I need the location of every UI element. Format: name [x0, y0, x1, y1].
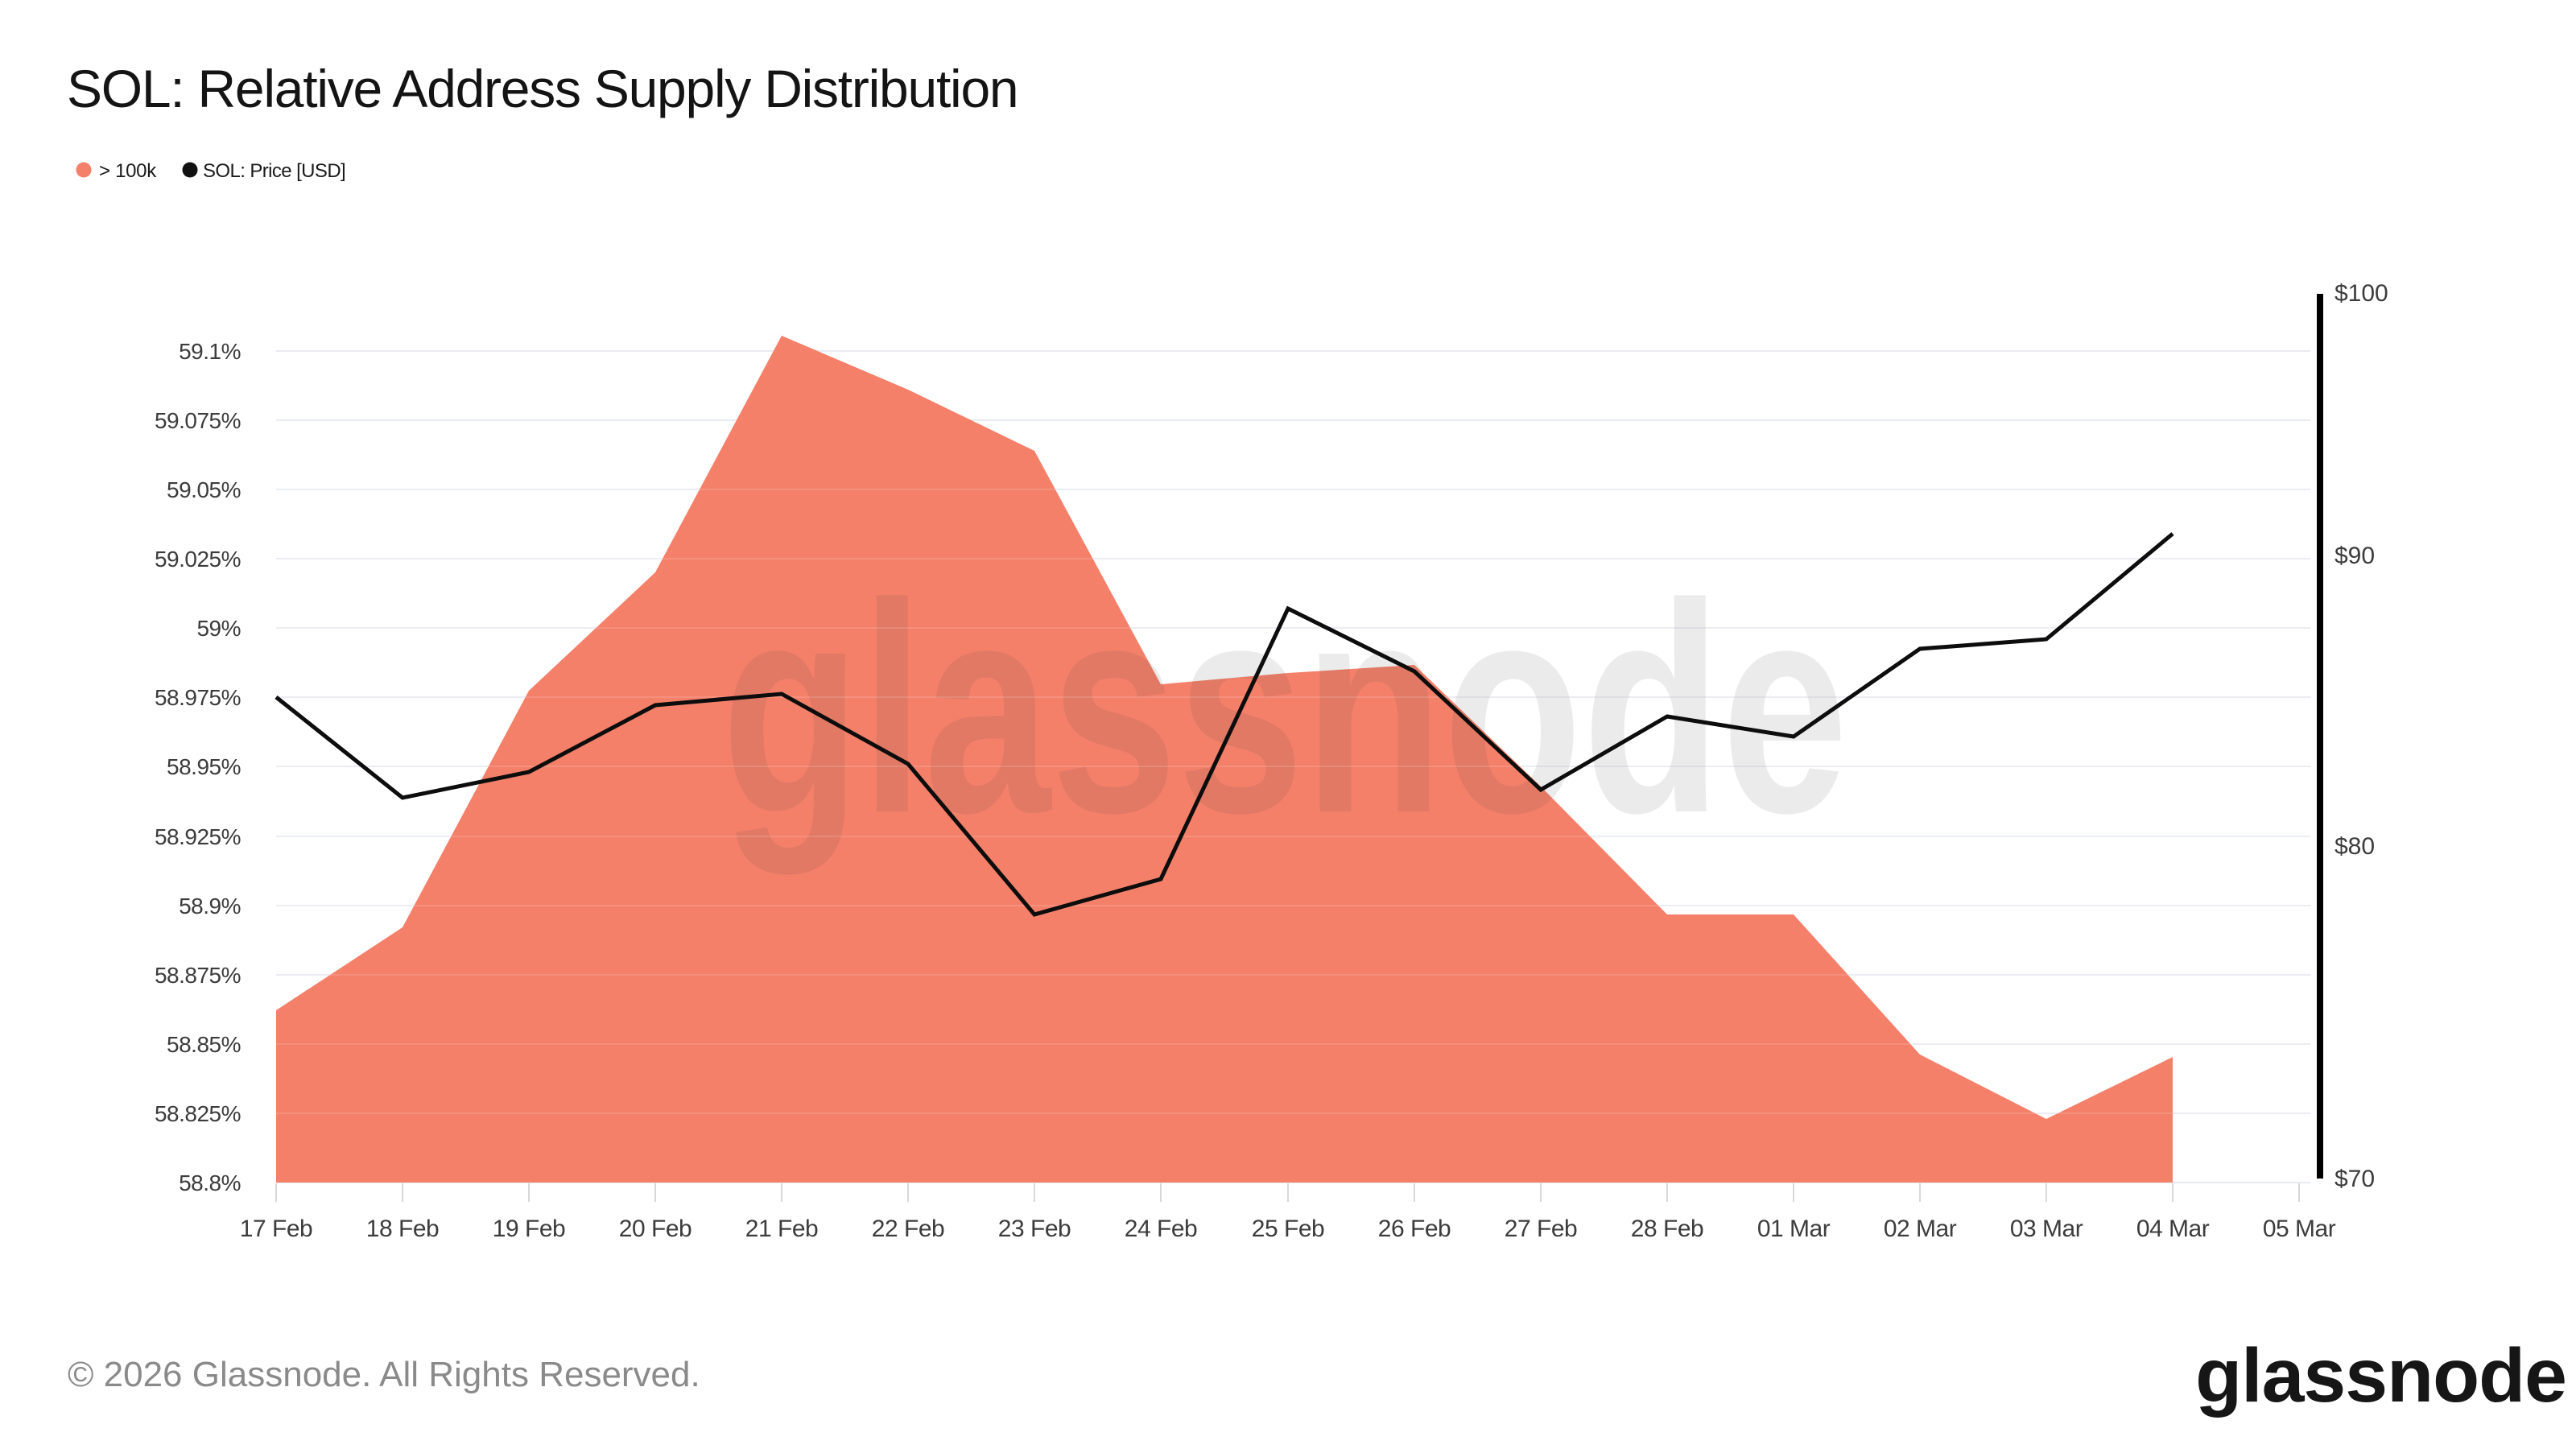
svg-text:© 2026 Glassnode. All Rights R: © 2026 Glassnode. All Rights Reserved.: [68, 1355, 700, 1394]
svg-text:59%: 59%: [196, 616, 241, 641]
svg-text:17 Feb: 17 Feb: [240, 1216, 312, 1242]
svg-text:20 Feb: 20 Feb: [619, 1216, 691, 1242]
svg-text:SOL: Price [USD]: SOL: Price [USD]: [203, 160, 345, 182]
svg-text:$70: $70: [2334, 1166, 2375, 1192]
svg-text:SOL: Relative Address Supply D: SOL: Relative Address Supply Distributio…: [67, 59, 1018, 118]
svg-text:58.975%: 58.975%: [155, 685, 241, 710]
svg-text:$100: $100: [2334, 280, 2388, 307]
svg-text:01 Mar: 01 Mar: [1757, 1216, 1831, 1242]
svg-text:58.925%: 58.925%: [155, 824, 241, 849]
svg-text:04 Mar: 04 Mar: [2136, 1216, 2210, 1242]
svg-text:$80: $80: [2334, 833, 2375, 860]
svg-text:glassnode: glassnode: [2195, 1333, 2566, 1418]
svg-text:58.85%: 58.85%: [167, 1032, 241, 1057]
svg-text:18 Feb: 18 Feb: [366, 1216, 439, 1242]
svg-text:58.875%: 58.875%: [155, 963, 241, 988]
svg-text:03 Mar: 03 Mar: [2010, 1216, 2083, 1242]
svg-text:58.95%: 58.95%: [167, 754, 241, 779]
svg-text:02 Mar: 02 Mar: [1884, 1216, 1957, 1242]
svg-text:05 Mar: 05 Mar: [2263, 1216, 2336, 1242]
svg-text:58.8%: 58.8%: [179, 1170, 241, 1195]
svg-text:$90: $90: [2334, 543, 2375, 569]
svg-text:> 100k: > 100k: [99, 160, 157, 182]
svg-text:59.075%: 59.075%: [155, 408, 241, 433]
svg-text:21 Feb: 21 Feb: [745, 1216, 818, 1242]
svg-text:58.825%: 58.825%: [155, 1101, 241, 1126]
svg-text:22 Feb: 22 Feb: [872, 1216, 944, 1242]
svg-text:glassnode: glassnode: [721, 541, 1848, 877]
svg-text:27 Feb: 27 Feb: [1505, 1216, 1577, 1242]
svg-text:19 Feb: 19 Feb: [493, 1216, 565, 1242]
svg-text:23 Feb: 23 Feb: [998, 1216, 1071, 1242]
svg-text:24 Feb: 24 Feb: [1125, 1216, 1197, 1242]
svg-text:59.1%: 59.1%: [179, 339, 241, 364]
svg-text:59.025%: 59.025%: [155, 547, 241, 572]
svg-text:59.05%: 59.05%: [167, 477, 241, 502]
svg-text:28 Feb: 28 Feb: [1631, 1216, 1703, 1242]
svg-text:58.9%: 58.9%: [179, 894, 241, 919]
svg-text:26 Feb: 26 Feb: [1378, 1216, 1451, 1242]
svg-text:25 Feb: 25 Feb: [1252, 1216, 1324, 1242]
